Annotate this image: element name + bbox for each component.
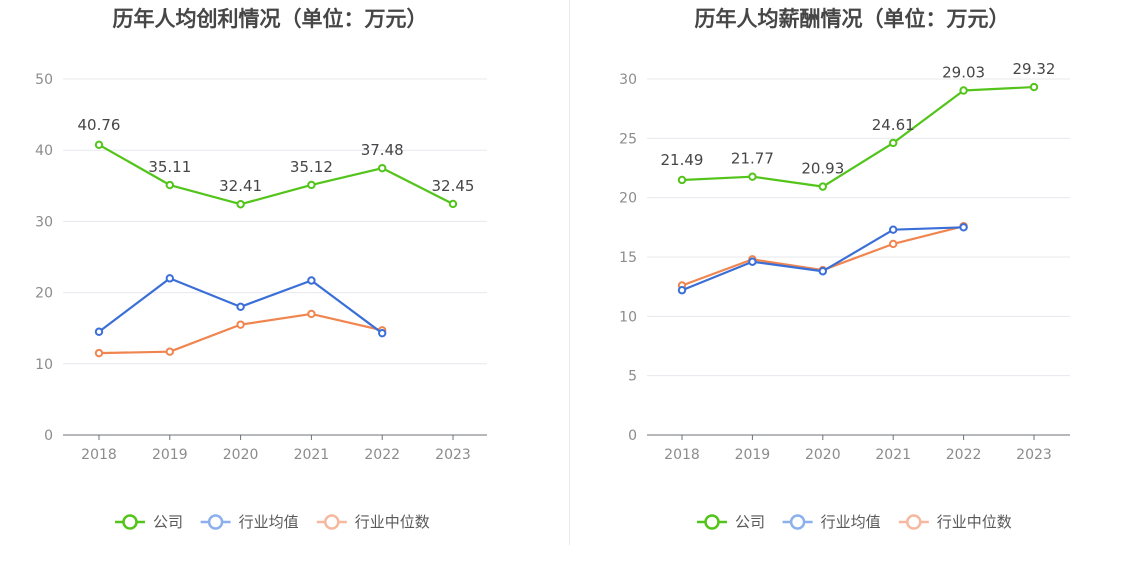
legend-circle-icon — [704, 514, 720, 530]
x-tick-label: 2023 — [435, 447, 471, 463]
x-tick-label: 2023 — [1016, 447, 1052, 463]
profit-per-capita-chart: 历年人均创利情况（单位：万元） 0 10 20 30 40 50 2018 2019 2020 20… — [35, 7, 487, 531]
data-point[interactable] — [94, 348, 104, 358]
x-tick-label: 2018 — [81, 447, 117, 463]
legend-item-0[interactable]: 公司 — [115, 513, 183, 531]
series-line-0 — [681, 85, 1035, 188]
x-tick-label: 2018 — [664, 447, 700, 463]
salary-per-capita-chart: 历年人均薪酬情况（单位：万元） 0 5 10 15 20 25 30 2018 2019 2020 2… — [619, 7, 1070, 531]
y-tick-label: 0 — [628, 428, 637, 444]
y-tick-label: 30 — [35, 214, 53, 230]
data-point[interactable] — [378, 163, 387, 173]
series-line-0 — [98, 143, 454, 206]
data-point[interactable] — [94, 140, 104, 149]
data-label: 37.48 — [361, 141, 404, 159]
legend-item-0[interactable]: 公司 — [697, 513, 765, 531]
y-tick-label: 10 — [35, 357, 53, 373]
data-point[interactable] — [236, 200, 245, 209]
legend-item-1[interactable]: 行业均值 — [200, 513, 299, 531]
legend-label: 行业中位数 — [937, 513, 1012, 531]
y-tick-label: 20 — [619, 191, 637, 207]
legend-label: 行业均值 — [821, 513, 881, 531]
data-point[interactable] — [959, 86, 968, 95]
data-label: 40.76 — [78, 116, 121, 134]
data-point[interactable] — [165, 274, 175, 283]
legend-circle-icon — [122, 514, 138, 530]
x-tick-label: 2019 — [735, 447, 771, 463]
data-point[interactable] — [378, 328, 387, 338]
data-point[interactable] — [748, 257, 757, 266]
data-point[interactable] — [959, 223, 968, 232]
legend-label: 行业均值 — [239, 513, 299, 531]
data-point[interactable] — [448, 199, 458, 209]
y-tick-label: 5 — [628, 369, 637, 385]
series-line-2 — [681, 225, 964, 287]
data-label: 35.12 — [290, 158, 333, 176]
data-point[interactable] — [677, 286, 687, 295]
y-tick-label: 40 — [35, 143, 53, 159]
chart-title: 历年人均创利情况（单位：万元） — [113, 7, 428, 31]
data-label: 24.61 — [872, 116, 915, 134]
x-tick-label: 2022 — [364, 447, 400, 463]
data-point[interactable] — [889, 239, 898, 249]
legend-label: 行业中位数 — [355, 513, 430, 531]
data-point[interactable] — [165, 180, 175, 190]
legend-item-2[interactable]: 行业中位数 — [316, 513, 430, 531]
legend-item-2[interactable]: 行业中位数 — [898, 513, 1012, 531]
data-label: 29.32 — [1013, 60, 1056, 78]
legend-label: 公司 — [153, 513, 183, 531]
x-tick-label: 2022 — [946, 447, 982, 463]
panel-divider — [569, 0, 570, 545]
data-point[interactable] — [818, 267, 828, 276]
data-label: 21.77 — [731, 150, 774, 168]
data-point[interactable] — [889, 138, 898, 148]
y-tick-label: 0 — [44, 428, 53, 444]
series-line-2 — [98, 312, 383, 355]
data-point[interactable] — [94, 327, 104, 336]
data-label: 20.93 — [801, 160, 844, 178]
data-point[interactable] — [1029, 82, 1039, 92]
x-tick-label: 2020 — [223, 447, 259, 463]
legend-label: 公司 — [735, 513, 765, 531]
y-tick-label: 10 — [619, 309, 637, 325]
legend-circle-icon — [207, 514, 224, 530]
data-point[interactable] — [677, 175, 687, 185]
data-point[interactable] — [818, 182, 828, 191]
y-tick-label: 25 — [619, 131, 637, 147]
data-point[interactable] — [236, 302, 245, 312]
legend-circle-icon — [789, 514, 806, 530]
x-tick-label: 2020 — [805, 447, 841, 463]
data-point[interactable] — [236, 320, 245, 329]
y-tick-label: 20 — [35, 286, 53, 302]
legend-circle-icon — [906, 514, 922, 530]
data-label: 35.11 — [148, 158, 191, 176]
y-tick-label: 50 — [35, 72, 53, 88]
x-tick-label: 2021 — [875, 447, 911, 463]
data-label: 29.03 — [942, 64, 985, 82]
data-point[interactable] — [889, 225, 898, 234]
y-tick-label: 15 — [619, 250, 637, 266]
data-label: 21.49 — [661, 151, 704, 169]
chart-title: 历年人均薪酬情况（单位：万元） — [695, 7, 1010, 31]
data-point[interactable] — [165, 347, 175, 356]
x-tick-label: 2019 — [152, 447, 188, 463]
y-tick-label: 30 — [619, 72, 637, 88]
legend-circle-icon — [324, 514, 340, 530]
legend-item-1[interactable]: 行业均值 — [782, 513, 881, 531]
data-label: 32.45 — [432, 177, 475, 195]
data-label: 32.41 — [219, 177, 262, 195]
data-point[interactable] — [748, 172, 757, 181]
x-tick-label: 2021 — [294, 447, 330, 463]
data-point[interactable] — [307, 309, 316, 319]
data-point[interactable] — [307, 180, 316, 190]
data-point[interactable] — [307, 276, 316, 285]
